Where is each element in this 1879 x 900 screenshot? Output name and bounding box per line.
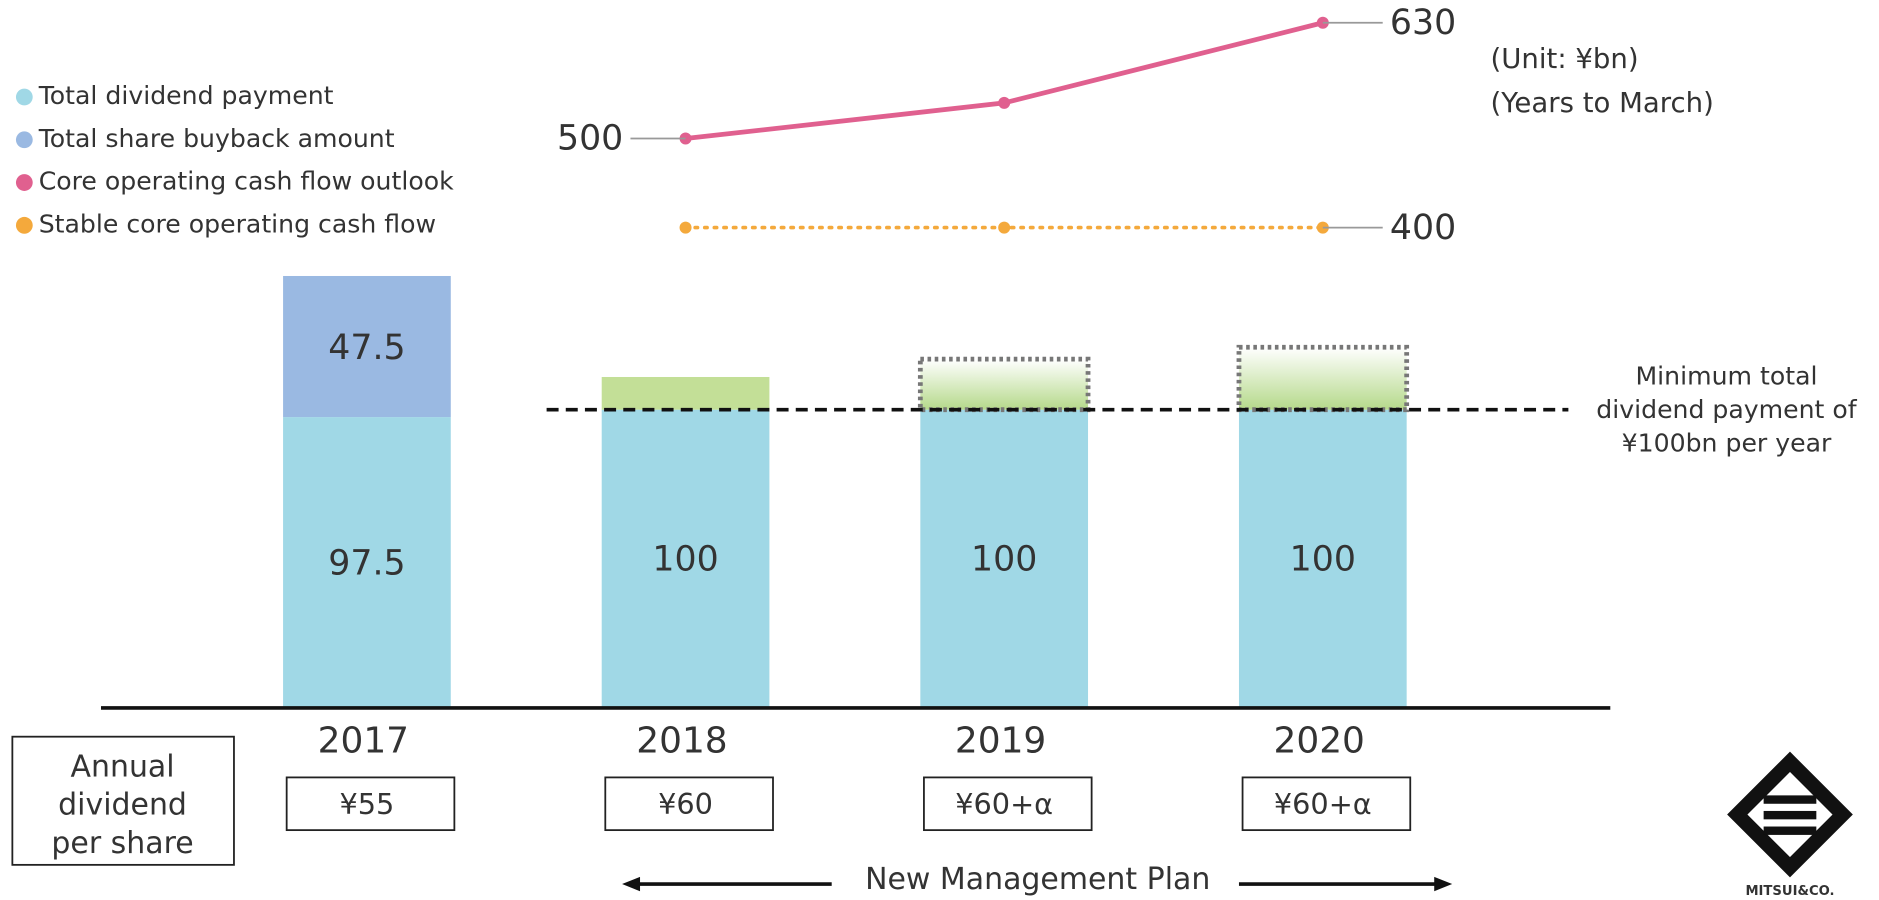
bar-value-label: 100 [652,540,718,580]
per-share-box [604,776,774,832]
legend-label: Total dividend payment [38,81,334,110]
x-tick-label: 2020 [1274,721,1365,762]
threshold-label: ¥100bn per year [1622,428,1832,457]
bar [1236,344,1410,413]
legend-label: Stable core operating cash flow [39,209,436,238]
line [683,20,1326,141]
per-share-value: ¥60+α [1274,787,1372,821]
threshold-label: Minimum total [1635,361,1817,390]
bar [920,409,1089,707]
x-tick-label: 2017 [318,721,409,762]
per-share-label: Annual [71,749,175,784]
per-share-box [285,776,456,832]
point [1316,221,1329,234]
per-share-value: ¥60 [658,787,713,821]
logo: MITSUI&CO. [1727,751,1853,899]
legend-marker [15,131,33,149]
arrow-head [622,876,641,892]
bar [1238,409,1407,707]
plan-label: New Management Plan [865,862,1210,896]
bar [917,356,1091,413]
bar-value-label: 100 [1290,540,1356,580]
point [679,221,692,234]
per-share-label: per share [51,826,193,861]
threshold-label: dividend payment of [1596,395,1857,424]
bar-value-label: 100 [971,540,1037,580]
legend-label: Total share buyback amount [38,124,395,153]
legend-marker [15,88,33,106]
logo-text: MITSUI&CO. [1745,884,1834,896]
per-share-label: dividend [58,788,187,823]
note: (Years to March) [1491,87,1714,119]
bar [601,376,770,410]
per-share-box [923,776,1093,832]
legend-marker [15,174,33,191]
x-tick-label: 2018 [636,721,727,762]
x-tick-label: 2019 [955,721,1046,762]
per-share-box [1241,776,1412,832]
line-value-label: 400 [1390,208,1456,248]
bar [283,417,451,707]
bar-value-label: 47.5 [328,328,405,368]
per-share-value: ¥55 [339,787,394,821]
bar [283,275,451,418]
label-box [11,735,235,866]
bar [601,409,770,707]
per-share-value: ¥60+α [955,787,1053,821]
point [998,221,1011,234]
line-value-label: 630 [1390,3,1456,43]
note: (Unit: ¥bn) [1491,43,1639,75]
point [998,96,1011,109]
legend-marker [15,216,33,234]
bar-value-label: 97.5 [328,543,405,583]
point [1316,16,1329,29]
line-value-label: 500 [557,119,623,159]
legend-label: Core operating cash flow outlook [39,167,454,196]
arrow-head [1434,876,1453,892]
